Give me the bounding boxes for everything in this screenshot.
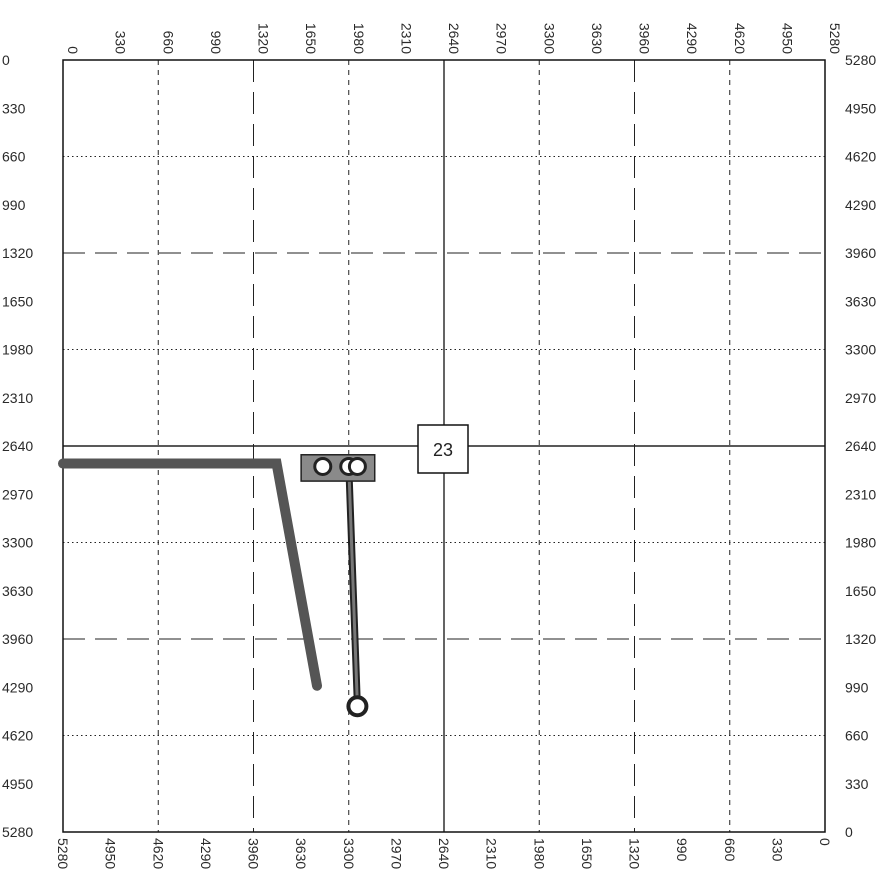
left-tick-label: 4950 bbox=[2, 776, 33, 792]
right-tick-label: 5280 bbox=[845, 52, 876, 68]
bottom-tick-label: 1650 bbox=[579, 838, 595, 869]
right-tick-label: 1320 bbox=[845, 631, 876, 647]
bottom-tick-label: 1320 bbox=[627, 838, 643, 869]
left-tick-label: 1650 bbox=[2, 293, 33, 309]
bottom-tick-label: 2970 bbox=[388, 838, 404, 869]
axis-tick-labels: 0 330 660 990 1320 1650 1980 2310 2640 2970 3300 36… bbox=[2, 23, 876, 870]
bottom-tick-label: 3960 bbox=[246, 838, 262, 869]
bottom-tick-label: 0 bbox=[817, 838, 833, 846]
left-tick-label: 2970 bbox=[2, 486, 33, 502]
bottom-tick-label: 3300 bbox=[341, 838, 357, 869]
bottom-tick-label: 2640 bbox=[436, 838, 452, 869]
top-tick-label: 2310 bbox=[398, 23, 414, 54]
right-tick-label: 3960 bbox=[845, 245, 876, 261]
right-tick-label: 0 bbox=[845, 824, 853, 840]
top-tick-label: 2640 bbox=[446, 23, 462, 54]
bottom-tick-label: 4620 bbox=[150, 838, 166, 869]
right-tick-label: 330 bbox=[845, 776, 869, 792]
top-tick-label: 3300 bbox=[541, 23, 557, 54]
left-tick-label: 1320 bbox=[2, 245, 33, 261]
right-tick-label: 3300 bbox=[845, 342, 876, 358]
top-tick-label: 1320 bbox=[256, 23, 272, 54]
offset-wellbore-path bbox=[347, 463, 359, 708]
left-tick-label: 5280 bbox=[2, 824, 33, 840]
section-label-layer: 23 bbox=[417, 424, 469, 474]
top-tick-label: 4950 bbox=[779, 23, 795, 54]
right-tick-label: 1980 bbox=[845, 535, 876, 551]
right-tick-label: 2640 bbox=[845, 438, 876, 454]
bottom-hole-location-marker bbox=[346, 695, 369, 718]
top-tick-label: 330 bbox=[113, 31, 129, 55]
surface-location-marker bbox=[313, 456, 333, 476]
bottom-tick-label: 4290 bbox=[198, 838, 214, 869]
right-tick-label: 4290 bbox=[845, 197, 876, 213]
right-tick-label: 3630 bbox=[845, 293, 876, 309]
lateral-wellbore-path bbox=[58, 458, 322, 691]
top-tick-label: 4290 bbox=[684, 23, 700, 54]
left-tick-label: 1980 bbox=[2, 342, 33, 358]
top-tick-label: 3630 bbox=[589, 23, 605, 54]
top-tick-label: 990 bbox=[208, 31, 224, 55]
left-tick-label: 990 bbox=[2, 197, 26, 213]
section-number: 23 bbox=[433, 440, 453, 460]
section-number-box bbox=[417, 424, 469, 474]
top-tick-label: 3960 bbox=[637, 23, 653, 54]
bottom-tick-label: 990 bbox=[674, 838, 690, 862]
left-tick-label: 4290 bbox=[2, 679, 33, 695]
left-tick-label: 2310 bbox=[2, 390, 33, 406]
right-tick-label: 2970 bbox=[845, 390, 876, 406]
bottom-tick-label: 4950 bbox=[103, 838, 119, 869]
left-tick-label: 4620 bbox=[2, 728, 33, 744]
top-tick-label: 1650 bbox=[303, 23, 319, 54]
right-tick-label: 4950 bbox=[845, 100, 876, 116]
top-tick-label: 0 bbox=[65, 46, 81, 54]
left-tick-label: 3630 bbox=[2, 583, 33, 599]
bottom-tick-label: 2310 bbox=[484, 838, 500, 869]
top-tick-label: 2970 bbox=[494, 23, 510, 54]
left-tick-label: 0 bbox=[2, 52, 10, 68]
bottom-tick-label: 1980 bbox=[531, 838, 547, 869]
section-boundary bbox=[62, 59, 826, 833]
right-tick-label: 660 bbox=[845, 728, 869, 744]
left-tick-label: 3960 bbox=[2, 631, 33, 647]
left-tick-label: 2640 bbox=[2, 438, 33, 454]
top-tick-label: 660 bbox=[160, 31, 176, 55]
top-tick-label: 1980 bbox=[351, 23, 367, 54]
bottom-tick-label: 5280 bbox=[55, 838, 71, 869]
left-tick-label: 330 bbox=[2, 100, 26, 116]
right-tick-label: 1650 bbox=[845, 583, 876, 599]
right-tick-label: 4620 bbox=[845, 149, 876, 165]
left-tick-label: 660 bbox=[2, 149, 26, 165]
surface-location-marker bbox=[347, 456, 367, 476]
wellbore-layer bbox=[58, 454, 376, 718]
left-tick-label: 3300 bbox=[2, 535, 33, 551]
bottom-tick-label: 3630 bbox=[293, 838, 309, 869]
right-tick-label: 2310 bbox=[845, 486, 876, 502]
bottom-tick-label: 330 bbox=[769, 838, 785, 862]
top-tick-label: 5280 bbox=[827, 23, 843, 54]
top-tick-label: 4620 bbox=[732, 23, 748, 54]
right-tick-label: 990 bbox=[845, 679, 869, 695]
bottom-tick-label: 660 bbox=[722, 838, 738, 862]
